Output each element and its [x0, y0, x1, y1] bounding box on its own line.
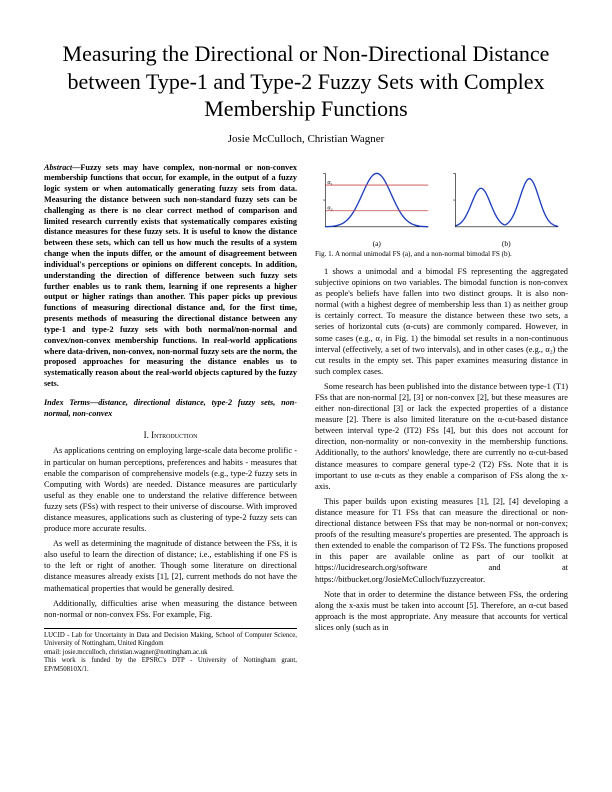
- abstract-label: Abstract: [44, 163, 72, 172]
- figure-1a-plot: α₁ α₂: [315, 163, 439, 237]
- col2-paragraph-2: Some research has been published into th…: [315, 381, 568, 492]
- paper-title: Measuring the Directional or Non-Directi…: [44, 40, 568, 123]
- intro-paragraph-2: As well as determining the magnitude of …: [44, 538, 297, 593]
- index-terms: Index Terms—distance, directional distan…: [44, 398, 297, 420]
- figure-1b-plot: [445, 163, 569, 237]
- figure-1: α₁ α₂ (a) (b) Fig. 1. A normal unimodal F…: [315, 163, 568, 260]
- intro-paragraph-3: Additionally, difficulties arise when me…: [44, 598, 297, 620]
- col2-paragraph-1: 1 shows a unimodal and a bimodal FS repr…: [315, 266, 568, 377]
- svg-text:α₁: α₁: [327, 180, 332, 186]
- footnote: LUCID - Lab for Uncertainty in Data and …: [44, 628, 297, 674]
- svg-text:α₂: α₂: [327, 205, 332, 211]
- figure-1-caption: Fig. 1. A normal unimodal FS (a), and a …: [315, 250, 568, 260]
- section-1-heading: I. Introduction: [44, 430, 297, 442]
- footnote-line-3: This work is funded by the EPSRC's DTP -…: [44, 657, 297, 674]
- figure-1b-label: (b): [445, 239, 569, 249]
- footnote-line-1: LUCID - Lab for Uncertainty in Data and …: [44, 632, 297, 649]
- footnote-line-2: email: josie.mcculloch, christian.wagner…: [44, 649, 297, 657]
- intro-paragraph-1: As applications centring on employing la…: [44, 445, 297, 534]
- abstract-text: Fuzzy sets may have complex, non-normal …: [44, 163, 297, 389]
- authors: Josie McCulloch, Christian Wagner: [44, 133, 568, 145]
- figure-1a-label: (a): [315, 239, 439, 249]
- col2-paragraph-4: Note that in order to determine the dist…: [315, 589, 568, 633]
- abstract: Abstract—Fuzzy sets may have complex, no…: [44, 163, 297, 390]
- index-terms-label: Index Terms: [44, 398, 90, 407]
- col2-paragraph-3: This paper builds upon existing measures…: [315, 496, 568, 585]
